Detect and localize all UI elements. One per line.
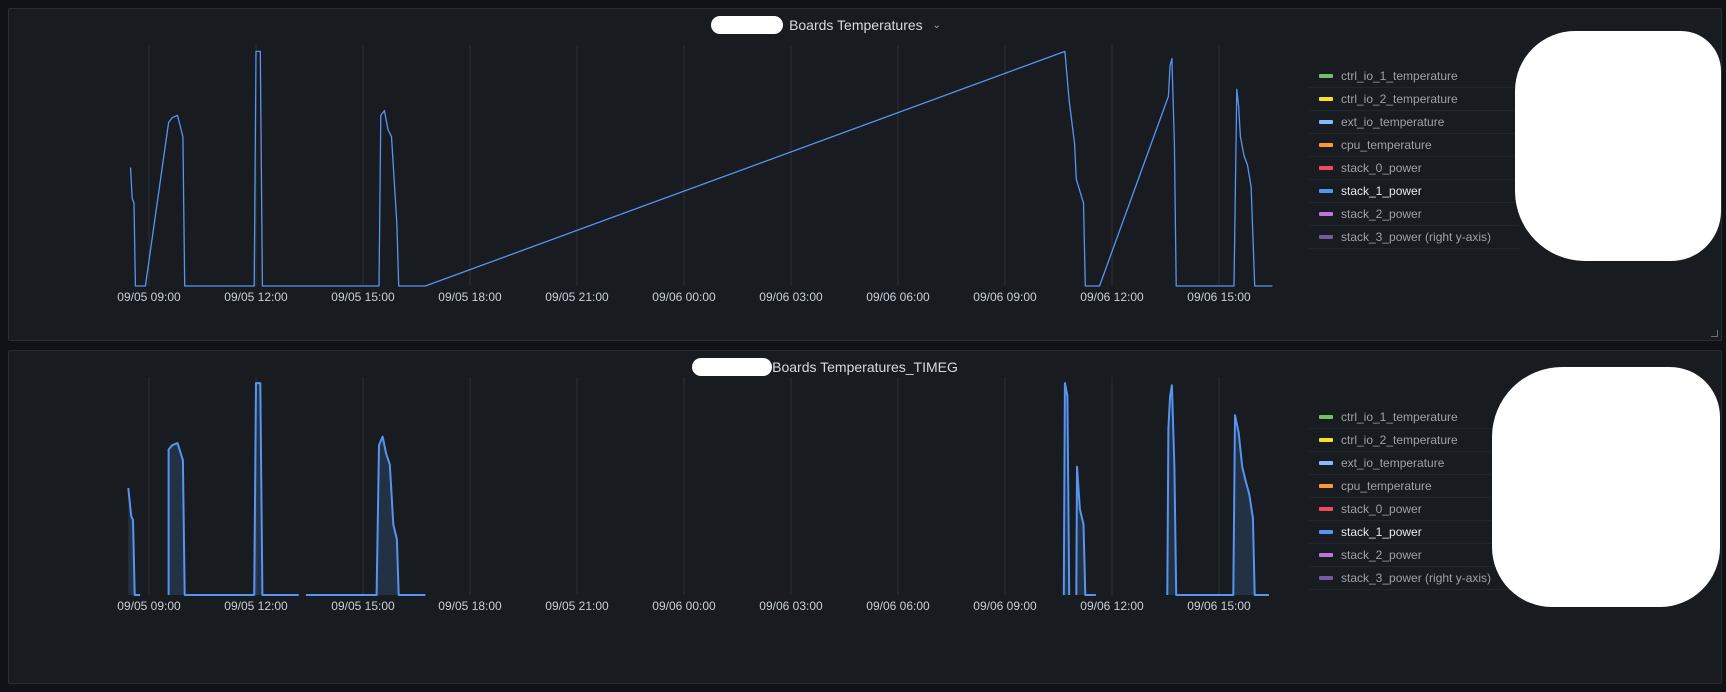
series-line-stack-1-power[interactable]: [1075, 465, 1096, 596]
legend-item[interactable]: ext_io_temperature: [1309, 452, 1519, 475]
legend-item[interactable]: cpu_temperature: [1309, 134, 1519, 157]
legend-label: stack_0_power: [1341, 161, 1422, 175]
legend-label: stack_3_power (right y-axis): [1341, 571, 1492, 585]
x-tick-label: 09/06 06:00: [866, 290, 930, 304]
legend-item[interactable]: ctrl_io_1_temperature: [1309, 65, 1519, 88]
panel-boards-temperatures-timeg: Boards Temperatures_TIMEG 09/05 09:00 09/…: [8, 350, 1722, 684]
legend-item[interactable]: stack_0_power: [1309, 157, 1519, 180]
x-tick-label: 09/05 12:00: [224, 599, 288, 613]
legend-swatch-icon: [1319, 438, 1333, 442]
panel-boards-temperatures: Boards Temperatures ⌄ 09/05 09:00 09/05 1…: [8, 8, 1722, 341]
x-tick-label: 09/05 12:00: [224, 290, 288, 304]
legend-label: stack_3_power (right y-axis): [1341, 230, 1492, 244]
legend-item[interactable]: ext_io_temperature: [1309, 111, 1519, 134]
x-tick-label: 09/05 09:00: [117, 290, 181, 304]
x-tick-label: 09/06 03:00: [759, 599, 823, 613]
legend-swatch-icon: [1319, 553, 1333, 557]
legend-swatch-icon: [1319, 530, 1333, 534]
legend-label: ctrl_io_1_temperature: [1341, 69, 1458, 83]
legend-item[interactable]: stack_3_power (right y-axis): [1309, 567, 1519, 590]
redacted-area: [1492, 367, 1720, 607]
legend-label: ext_io_temperature: [1341, 115, 1445, 129]
series-line-stack-1-power[interactable]: [1166, 384, 1269, 596]
series-line-stack-1-power[interactable]: [167, 382, 299, 596]
legend-item[interactable]: stack_3_power (right y-axis): [1309, 226, 1519, 249]
redacted-title-prefix: [711, 16, 784, 34]
legend-label: ctrl_io_2_temperature: [1341, 92, 1458, 106]
legend-label: ctrl_io_2_temperature: [1341, 433, 1458, 447]
panel-title[interactable]: Boards Temperatures_TIMEG: [772, 359, 958, 375]
legend-swatch-icon: [1319, 484, 1333, 488]
legend-item[interactable]: stack_1_power: [1309, 521, 1519, 544]
legend-swatch-icon: [1319, 507, 1333, 511]
legend-label: stack_1_power: [1341, 184, 1422, 198]
legend-item[interactable]: stack_1_power: [1309, 180, 1519, 203]
legend: ctrl_io_1_temperature ctrl_io_2_temperatu…: [1309, 406, 1519, 590]
series-line-stack-1-power[interactable]: [1062, 382, 1071, 596]
series-area: [128, 488, 141, 595]
legend-label: ext_io_temperature: [1341, 456, 1445, 470]
resize-handle[interactable]: [1711, 330, 1718, 337]
legend-item[interactable]: ctrl_io_2_temperature: [1309, 429, 1519, 452]
legend-item[interactable]: stack_0_power: [1309, 498, 1519, 521]
redacted-title-prefix: [692, 358, 773, 376]
x-tick-label: 09/06 00:00: [652, 290, 716, 304]
legend-label: ctrl_io_1_temperature: [1341, 410, 1458, 424]
x-tick-label: 09/06 09:00: [973, 290, 1037, 304]
series-area: [1167, 385, 1269, 595]
legend-item[interactable]: stack_2_power: [1309, 203, 1519, 226]
legend-swatch-icon: [1319, 576, 1333, 580]
x-tick-label: 09/05 09:00: [117, 599, 181, 613]
series-area: [1076, 466, 1096, 595]
series-line-stack-1-power[interactable]: [305, 435, 426, 596]
legend-swatch-icon: [1319, 74, 1333, 78]
legend-swatch-icon: [1319, 97, 1333, 101]
legend-label: stack_0_power: [1341, 502, 1422, 516]
legend-swatch-icon: [1319, 189, 1333, 193]
x-tick-label: 09/06 15:00: [1187, 599, 1251, 613]
series-line-stack-1-power[interactable]: [127, 487, 141, 596]
legend: ctrl_io_1_temperature ctrl_io_2_temperatu…: [1309, 65, 1519, 249]
x-tick-label: 09/06 00:00: [652, 599, 716, 613]
x-tick-label: 09/05 18:00: [438, 599, 502, 613]
legend-label: stack_2_power: [1341, 548, 1422, 562]
x-tick-label: 09/05 18:00: [438, 290, 502, 304]
panel-title[interactable]: Boards Temperatures: [789, 17, 923, 33]
legend-label: stack_1_power: [1341, 525, 1422, 539]
legend-label: cpu_temperature: [1341, 479, 1432, 493]
legend-swatch-icon: [1319, 235, 1333, 239]
legend-swatch-icon: [1319, 461, 1333, 465]
chevron-down-icon[interactable]: ⌄: [932, 20, 941, 32]
legend-swatch-icon: [1319, 120, 1333, 124]
legend-item[interactable]: ctrl_io_2_temperature: [1309, 88, 1519, 111]
series-area: [305, 436, 426, 595]
legend-swatch-icon: [1319, 415, 1333, 419]
time-series-chart[interactable]: 09/05 09:00 09/05 12:00 09/05 15:00 09/05 1…: [9, 351, 1309, 685]
legend-swatch-icon: [1319, 212, 1333, 216]
x-tick-label: 09/05 15:00: [331, 290, 395, 304]
series-area: [168, 383, 299, 595]
x-tick-label: 09/06 15:00: [1187, 290, 1251, 304]
x-tick-label: 09/05 15:00: [331, 599, 395, 613]
legend-swatch-icon: [1319, 166, 1333, 170]
legend-item[interactable]: ctrl_io_1_temperature: [1309, 406, 1519, 429]
legend-item[interactable]: cpu_temperature: [1309, 475, 1519, 498]
x-tick-label: 09/06 12:00: [1080, 599, 1144, 613]
panel-title-header[interactable]: Boards Temperatures ⌄: [9, 15, 1721, 35]
legend-label: cpu_temperature: [1341, 138, 1432, 152]
x-tick-label: 09/06 12:00: [1080, 290, 1144, 304]
x-tick-label: 09/06 06:00: [866, 599, 930, 613]
time-series-chart[interactable]: 09/05 09:00 09/05 12:00 09/05 15:00 09/05 1…: [9, 9, 1309, 342]
legend-item[interactable]: stack_2_power: [1309, 544, 1519, 567]
legend-label: stack_2_power: [1341, 207, 1422, 221]
x-tick-label: 09/06 09:00: [973, 599, 1037, 613]
series-line-stack-1-power[interactable]: [129, 50, 1273, 287]
x-tick-label: 09/06 03:00: [759, 290, 823, 304]
panel-title-header[interactable]: Boards Temperatures_TIMEG: [9, 357, 1721, 377]
x-tick-label: 09/05 21:00: [545, 599, 609, 613]
legend-swatch-icon: [1319, 143, 1333, 147]
redacted-area: [1515, 31, 1721, 261]
x-tick-label: 09/05 21:00: [545, 290, 609, 304]
